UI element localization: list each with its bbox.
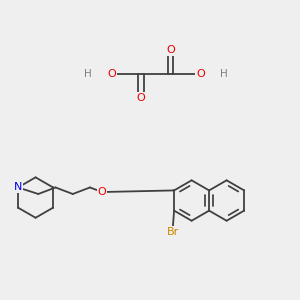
Text: O: O [98,187,106,197]
Text: O: O [107,69,116,79]
Text: O: O [167,45,175,56]
Text: Br: Br [167,227,179,237]
Text: O: O [196,69,205,79]
Text: N: N [14,182,22,193]
Text: O: O [137,93,146,103]
Text: H: H [84,69,92,79]
Text: H: H [220,69,228,79]
